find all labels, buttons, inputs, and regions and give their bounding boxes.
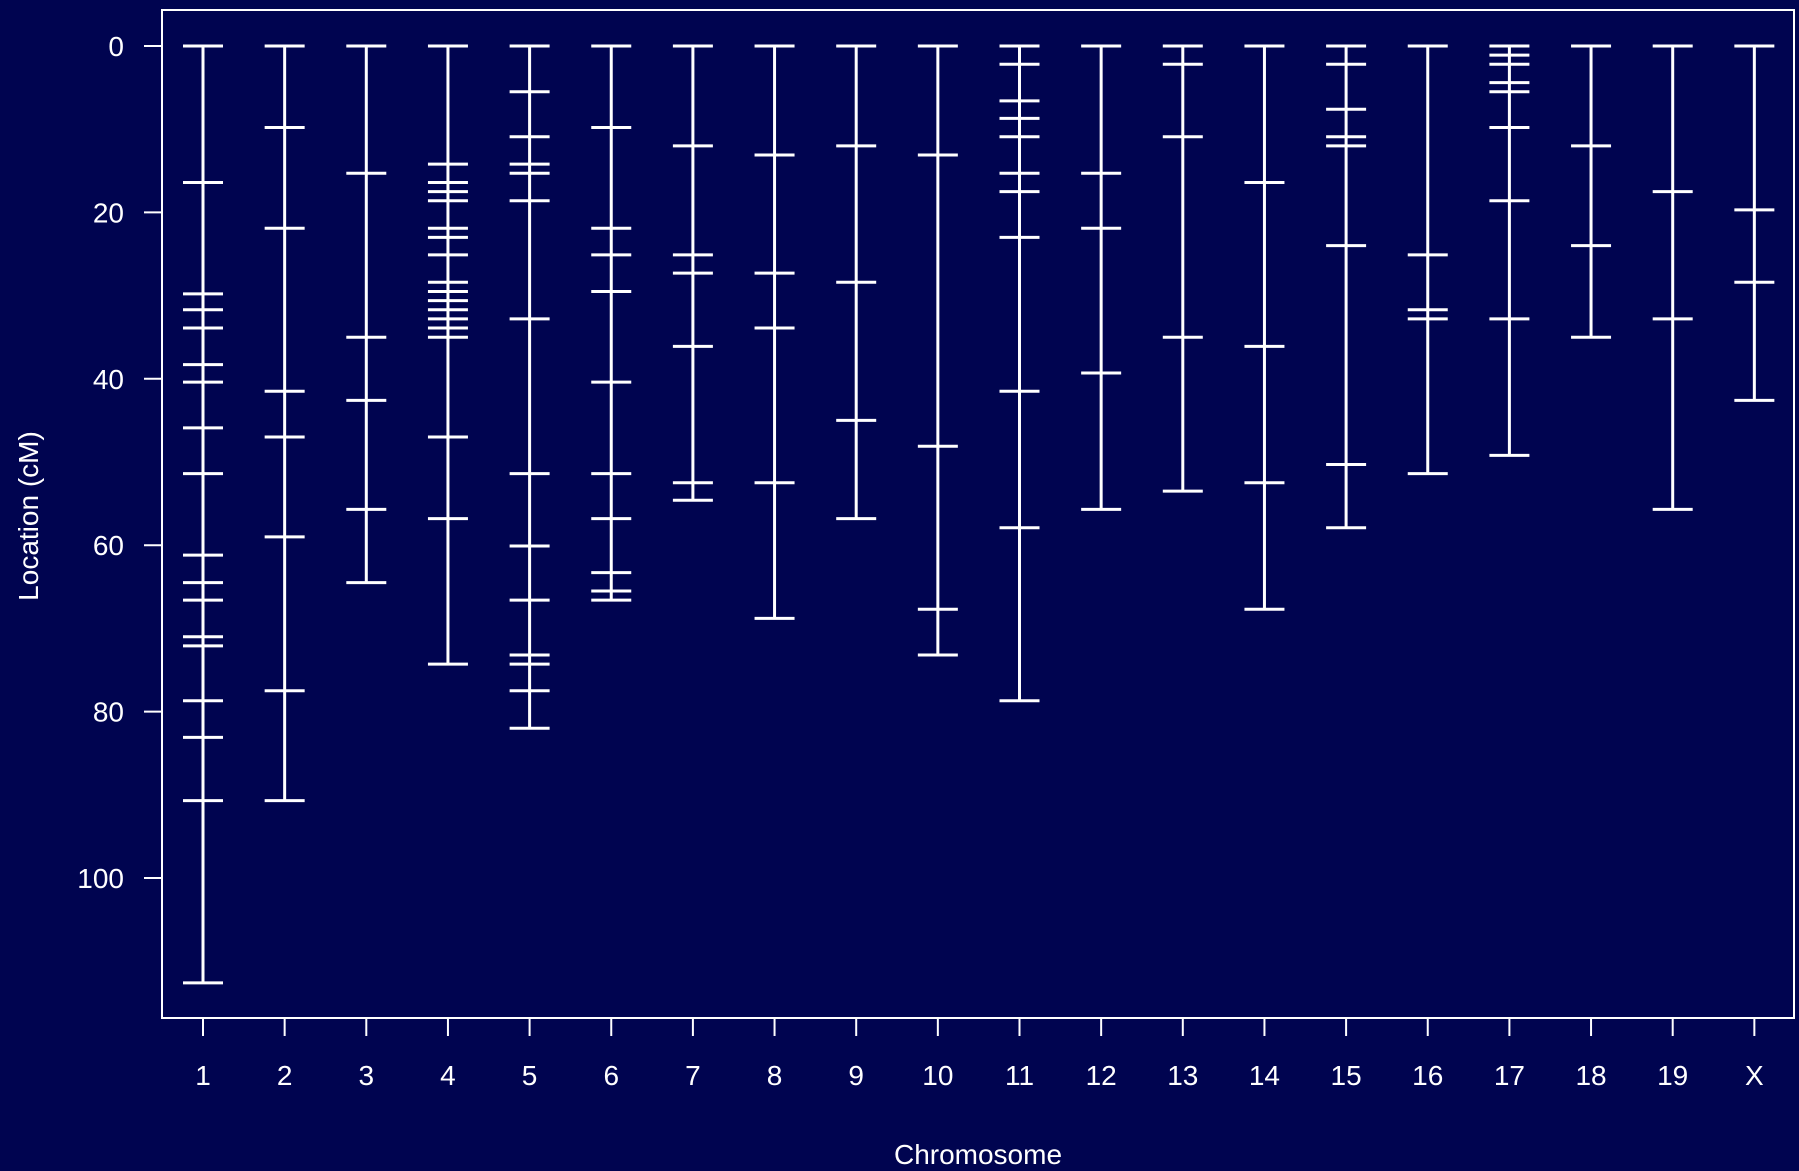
x-tick-label: 11	[1005, 1060, 1034, 1091]
x-tick-label: 15	[1331, 1060, 1362, 1091]
x-tick-label: 19	[1657, 1060, 1688, 1091]
chromosome-10	[917, 44, 958, 657]
x-tick-label: 12	[1086, 1060, 1117, 1091]
x-tick-label: X	[1745, 1060, 1764, 1091]
chromosome-x	[1734, 44, 1775, 402]
x-tick-label: 6	[603, 1060, 619, 1091]
y-axis: 0 20 40 60 80 100	[77, 31, 162, 894]
chromosome-18	[1571, 44, 1612, 339]
x-tick-label: 2	[277, 1060, 293, 1091]
y-tick-label: 0	[108, 31, 124, 62]
chromosome-19	[1652, 44, 1693, 511]
chromosome-12	[1081, 44, 1122, 511]
x-tick-label: 10	[922, 1060, 953, 1091]
chromosome-8	[754, 44, 795, 620]
x-tick-label: 17	[1494, 1060, 1525, 1091]
chromosome-15	[1326, 44, 1367, 530]
y-tick-label: 20	[93, 197, 124, 228]
y-tick-label: 60	[93, 530, 124, 561]
chromosome-6	[591, 44, 632, 602]
chromosome-marks	[183, 44, 1775, 985]
x-tick-label: 3	[359, 1060, 375, 1091]
x-tick-label: 14	[1249, 1060, 1280, 1091]
x-tick-label: 7	[685, 1060, 701, 1091]
x-axis: 1 2 3 4 5 6 7 8 9 10 11 12 13 14 15 16 17 18 19 X	[195, 1018, 1764, 1091]
chromosome-7	[672, 44, 713, 502]
y-axis-title: Location (cM)	[13, 431, 44, 601]
plot-frame	[161, 9, 1795, 1019]
chromosome-3	[346, 44, 387, 585]
chromosome-9	[836, 44, 877, 521]
y-tick-label: 100	[77, 863, 124, 894]
y-tick-label: 40	[93, 364, 124, 395]
x-tick-label: 5	[522, 1060, 538, 1091]
x-tick-label: 16	[1412, 1060, 1443, 1091]
chromosome-4	[427, 44, 468, 666]
x-tick-label: 18	[1575, 1060, 1606, 1091]
chromosome-13	[1162, 44, 1203, 493]
y-tick-label: 80	[93, 697, 124, 728]
chromosome-1	[183, 44, 223, 985]
x-tick-label: 1	[195, 1060, 211, 1091]
x-tick-label: 8	[767, 1060, 783, 1091]
chromosome-17	[1489, 44, 1530, 457]
x-tick-label: 4	[440, 1060, 456, 1091]
x-axis-title: Chromosome	[894, 1139, 1062, 1170]
chromosome-11	[999, 44, 1040, 703]
chromosome-16	[1407, 44, 1448, 476]
x-tick-label: 9	[848, 1060, 864, 1091]
x-tick-label: 13	[1167, 1060, 1198, 1091]
chromosome-2	[264, 44, 305, 803]
chromosome-14	[1244, 44, 1285, 611]
chromosome-5	[509, 44, 550, 730]
